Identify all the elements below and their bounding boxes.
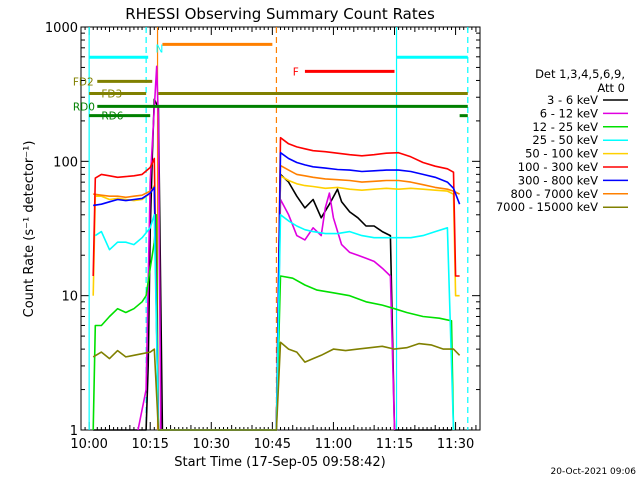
x-tick-label: 10:30: [193, 437, 230, 452]
series-line-6-12keV: [137, 65, 396, 431]
series-line-50-100keV: [92, 175, 460, 431]
series-line-25-50keV: [94, 214, 455, 431]
series-line-7000-15000keV: [92, 341, 461, 431]
legend-header-attenuator: Att 0: [597, 81, 625, 95]
chart-title: RHESSI Observing Summary Count Rates: [125, 5, 435, 23]
flag-bar-label: F: [293, 66, 299, 78]
legend-label: 300 - 800 keV: [518, 173, 598, 187]
plot-area: 1 10 100 1000 10:00 10:15 10:30 10:45 11:00 11:15…: [45, 21, 481, 452]
legend-label: 12 - 25 keV: [532, 120, 598, 134]
flag-bar-label: FD3: [101, 88, 122, 100]
legend-label: 7000 - 15000 keV: [496, 200, 598, 214]
x-axis-label: Start Time (17-Sep-05 09:58:42): [174, 455, 385, 470]
legend-label: 50 - 100 keV: [525, 147, 598, 161]
y-tick-label: 1000: [45, 21, 78, 36]
series-line-300-800keV: [93, 151, 461, 431]
series-line-800-7000keV: [93, 164, 460, 431]
legend-header-detectors: Det 1,3,4,5,6,9,: [535, 67, 625, 81]
legend-label: 3 - 6 keV: [547, 93, 598, 107]
legend-label: 6 - 12 keV: [540, 106, 598, 120]
y-tick-label: 1: [70, 424, 78, 439]
x-tick-label: 11:30: [437, 437, 474, 452]
x-tick-label: 10:00: [70, 437, 107, 452]
legend-label: 25 - 50 keV: [532, 133, 598, 147]
series-line-100-300keV: [92, 136, 460, 431]
legend-label: 800 - 7000 keV: [510, 187, 598, 201]
footer-timestamp: 20-Oct-2021 09:06: [551, 467, 637, 477]
y-tick-label: 100: [53, 155, 78, 170]
legend-label: 100 - 300 keV: [518, 160, 598, 174]
flag-bar-label: N: [156, 43, 164, 55]
y-tick-label: 10: [61, 290, 78, 305]
x-tick-label: 10:15: [131, 437, 168, 452]
x-tick-label: 11:15: [376, 437, 413, 452]
x-tick-label: 10:45: [254, 437, 291, 452]
y-axis-label: Count Rate (s⁻¹ detector⁻¹): [22, 141, 37, 318]
flag-bar-label: RD6: [101, 111, 123, 123]
flag-bar-label: FD2: [73, 76, 94, 88]
flag-bar-label: RD0: [73, 101, 95, 113]
x-tick-label: 11:00: [315, 437, 352, 452]
